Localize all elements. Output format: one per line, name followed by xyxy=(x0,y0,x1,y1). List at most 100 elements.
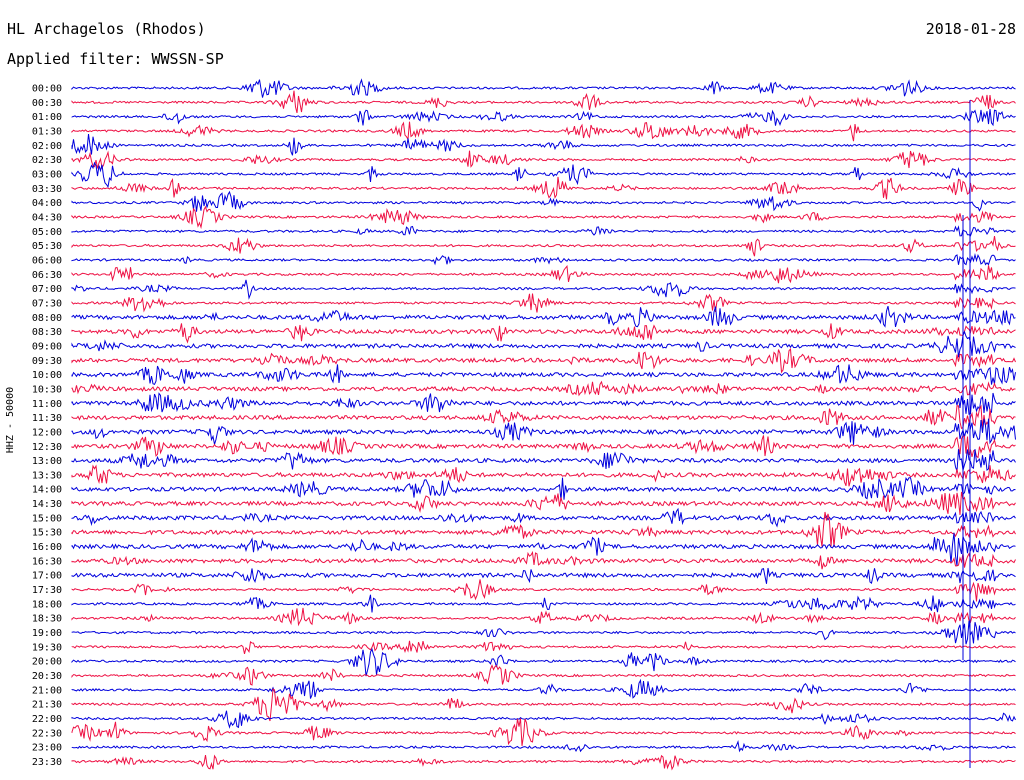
time-tick-label: 08:00 xyxy=(32,313,62,324)
time-tick-label: 22:30 xyxy=(32,728,62,739)
seismic-trace xyxy=(71,121,1016,142)
seismic-trace xyxy=(71,293,1016,313)
time-tick-label: 09:30 xyxy=(32,356,62,367)
seismic-trace xyxy=(71,392,1016,415)
time-tick-label: 05:00 xyxy=(32,227,62,238)
time-tick-label: 05:30 xyxy=(32,241,62,252)
seismic-trace xyxy=(71,491,1016,515)
time-tick-label: 18:00 xyxy=(32,599,62,610)
seismic-trace xyxy=(71,404,1016,430)
seismic-trace xyxy=(71,594,1016,613)
seismic-trace xyxy=(71,323,1016,344)
time-tick-label: 23:00 xyxy=(32,743,62,754)
seismic-trace xyxy=(71,108,1016,127)
time-tick-label: 00:00 xyxy=(32,84,62,95)
time-tick-label: 00:30 xyxy=(32,98,62,109)
time-tick-label: 20:00 xyxy=(32,657,62,668)
seismic-trace xyxy=(71,176,1016,200)
channel-label: HHZ - 50000 xyxy=(5,387,16,453)
time-tick-label: 03:30 xyxy=(32,184,62,195)
seismic-trace xyxy=(71,364,1016,386)
seismic-trace xyxy=(71,347,1016,374)
seismic-trace xyxy=(71,718,1016,746)
seismic-trace xyxy=(71,305,1016,328)
time-tick-label: 19:30 xyxy=(32,642,62,653)
time-tick-label: 17:30 xyxy=(32,585,62,596)
seismic-trace xyxy=(71,647,1016,677)
time-tick-label: 11:00 xyxy=(32,399,62,410)
seismic-trace xyxy=(71,477,1016,501)
seismic-trace xyxy=(71,205,1016,230)
seismic-trace xyxy=(71,330,1016,358)
seismic-trace xyxy=(71,161,1016,189)
time-tick-label: 21:30 xyxy=(32,700,62,711)
seismic-trace xyxy=(71,507,1016,528)
time-tick-label: 15:30 xyxy=(32,528,62,539)
seismic-trace xyxy=(71,511,1016,547)
time-tick-label: 12:30 xyxy=(32,442,62,453)
seismic-trace xyxy=(71,253,1016,266)
time-tick-label: 10:00 xyxy=(32,370,62,381)
seismic-trace xyxy=(71,78,1016,98)
time-tick-label: 21:00 xyxy=(32,685,62,696)
seismic-trace xyxy=(71,264,1016,284)
time-tick-label: 19:00 xyxy=(32,628,62,639)
seismic-trace xyxy=(71,739,1016,753)
time-tick-label: 20:30 xyxy=(32,671,62,682)
time-tick-label: 04:00 xyxy=(32,198,62,209)
time-tick-label: 01:00 xyxy=(32,112,62,123)
time-tick-label: 09:00 xyxy=(32,341,62,352)
seismic-trace xyxy=(71,225,1016,237)
seismic-trace xyxy=(71,150,1016,170)
seismic-trace xyxy=(71,688,1016,722)
time-tick-label: 06:00 xyxy=(32,255,62,266)
seismic-trace xyxy=(71,464,1016,487)
seismic-trace xyxy=(71,664,1016,686)
time-tick-label: 12:00 xyxy=(32,427,62,438)
time-tick-label: 04:30 xyxy=(32,212,62,223)
time-tick-label: 11:30 xyxy=(32,413,62,424)
time-tick-label: 07:00 xyxy=(32,284,62,295)
time-tick-label: 14:00 xyxy=(32,485,62,496)
seismic-trace xyxy=(71,579,1016,602)
time-tick-labels: 00:00 00:30 01:00 01:30 02:00 02:30 03:00 03:30… xyxy=(32,84,62,769)
time-tick-label: 13:00 xyxy=(32,456,62,467)
time-tick-label: 23:30 xyxy=(32,757,62,768)
seismic-trace xyxy=(71,532,1016,567)
seismic-trace xyxy=(71,550,1016,570)
time-tick-label: 07:30 xyxy=(32,298,62,309)
time-tick-label: 18:30 xyxy=(32,614,62,625)
time-tick-label: 02:00 xyxy=(32,141,62,152)
time-tick-label: 01:30 xyxy=(32,126,62,137)
date-label: 2018-01-28 xyxy=(925,20,1016,38)
time-tick-label: 03:00 xyxy=(32,169,62,180)
seismic-trace xyxy=(71,418,1016,445)
time-tick-label: 16:00 xyxy=(32,542,62,553)
time-tick-label: 16:30 xyxy=(32,556,62,567)
seismic-trace xyxy=(71,90,1016,114)
seismic-trace xyxy=(71,607,1016,627)
seismic-trace xyxy=(71,754,1016,771)
time-tick-label: 22:00 xyxy=(32,714,62,725)
trace-group xyxy=(71,78,1016,771)
seismic-trace xyxy=(71,640,1016,655)
seismic-trace xyxy=(71,380,1016,397)
seismic-trace xyxy=(71,567,1016,584)
time-tick-label: 06:30 xyxy=(32,270,62,281)
time-tick-label: 13:30 xyxy=(32,470,62,481)
seismic-trace xyxy=(71,134,1016,156)
time-tick-label: 14:30 xyxy=(32,499,62,510)
time-tick-label: 08:30 xyxy=(32,327,62,338)
seismic-trace xyxy=(71,236,1016,257)
time-tick-label: 10:30 xyxy=(32,384,62,395)
time-tick-label: 02:30 xyxy=(32,155,62,166)
time-tick-label: 17:00 xyxy=(32,571,62,582)
station-title: HL Archagelos (Rhodos) xyxy=(7,20,206,38)
seismic-trace xyxy=(71,279,1016,300)
seismic-trace xyxy=(71,678,1016,699)
seismic-trace xyxy=(71,620,1016,645)
seismic-trace xyxy=(71,435,1016,459)
seismic-trace xyxy=(71,710,1016,729)
filter-label: Applied filter: WWSSN-SP xyxy=(7,50,224,68)
